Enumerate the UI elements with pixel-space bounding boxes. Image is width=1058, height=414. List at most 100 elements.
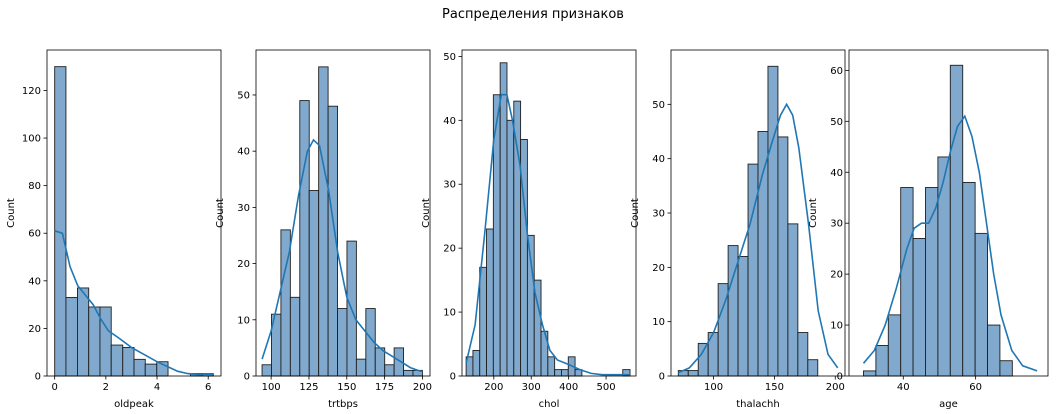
x-tick-label: 300 — [522, 382, 541, 393]
y-tick-label: 40 — [652, 154, 665, 165]
histogram-bar — [499, 62, 508, 377]
x-tick-label: 6 — [205, 382, 211, 393]
histogram-bar — [374, 347, 386, 377]
y-tick-label: 30 — [652, 209, 665, 220]
axes-frame — [255, 49, 431, 377]
y-tick-label: 40 — [28, 276, 41, 287]
histogram-bar — [949, 64, 964, 377]
x-tick-label: 150 — [765, 382, 784, 393]
trtbps-histogram: 100 125 150 175 200 0 10 20 30 40 50 trtbps Count — [215, 49, 432, 410]
x-tick-label: 125 — [299, 382, 318, 393]
y-axis-label: Count — [6, 198, 17, 228]
x-tick-label: 4 — [154, 382, 160, 393]
x-tick-label: 0 — [51, 382, 57, 393]
y-axis-label: Count — [215, 198, 226, 228]
x-axis-label: trtbps — [328, 399, 358, 410]
y-tick-label: 50 — [237, 90, 250, 101]
x-tick-label: 100 — [704, 382, 723, 393]
x-tick-label: 200 — [484, 382, 503, 393]
y-tick-label: 40 — [237, 147, 250, 158]
axes-frame — [46, 49, 222, 377]
y-tick-label: 20 — [28, 324, 41, 335]
age-histogram: 40 60 0 10 20 30 40 50 60 age Count — [808, 49, 1049, 410]
histogram-bar — [54, 66, 67, 377]
figure-title: Распределения признаков — [442, 7, 624, 22]
y-tick-label: 10 — [237, 315, 250, 326]
y-tick-label: 50 — [652, 100, 665, 111]
chol-histogram: 200 300 400 500 0 10 20 30 40 50 chol Count — [421, 49, 637, 410]
y-tick-label: 0 — [659, 372, 665, 383]
histogram-bar — [133, 358, 146, 377]
histogram-bar — [974, 232, 988, 377]
axes-frame — [461, 49, 637, 377]
histogram-bar — [261, 364, 272, 377]
y-tick-label: 60 — [28, 229, 41, 240]
x-tick-label: 60 — [969, 382, 982, 393]
histogram-bar — [384, 364, 395, 377]
histogram-bar — [355, 358, 367, 377]
histogram-bar — [88, 306, 101, 377]
kde-line — [677, 102, 839, 374]
y-tick-label: 0 — [244, 372, 250, 383]
kde-line — [862, 114, 1038, 372]
y-tick-label: 10 — [443, 308, 456, 319]
histogram-bar — [900, 187, 914, 377]
kde-line — [54, 230, 214, 376]
y-tick-label: 20 — [652, 263, 665, 274]
x-tick-label: 2 — [103, 382, 109, 393]
y-tick-label: 80 — [28, 181, 41, 192]
y-tick-label: 50 — [443, 52, 456, 63]
y-tick-label: 30 — [237, 203, 250, 214]
y-tick-label: 10 — [652, 317, 665, 328]
y-axis-label: Count — [808, 198, 819, 228]
histogram-bar — [962, 181, 976, 377]
y-tick-label: 30 — [443, 180, 456, 191]
x-tick-label: 200 — [413, 382, 432, 393]
axes-frame — [848, 49, 1049, 377]
kde-line — [465, 93, 630, 376]
histogram-bar — [308, 190, 320, 377]
y-tick-label: 40 — [830, 168, 843, 179]
histogram-bar — [486, 228, 494, 377]
x-tick-label: 100 — [262, 382, 281, 393]
histogram-bar — [554, 369, 562, 377]
histogram-bar — [863, 370, 877, 377]
histogram-bar — [513, 100, 522, 377]
histogram-bar — [506, 119, 515, 377]
histogram-bar — [76, 287, 90, 377]
x-axis-label: oldpeak — [114, 399, 154, 410]
histogram-bar — [912, 238, 926, 377]
y-tick-label: 20 — [830, 270, 843, 281]
histogram-bar — [122, 346, 135, 377]
histogram-bar — [110, 344, 124, 377]
histogram-bar — [99, 306, 112, 377]
histogram-bar — [299, 100, 310, 377]
histogram-bar — [875, 344, 889, 377]
y-tick-label: 100 — [22, 134, 41, 145]
kde-line — [261, 138, 423, 373]
y-axis-label: Count — [630, 198, 641, 228]
x-tick-label: 500 — [597, 382, 616, 393]
histogram-bar — [697, 342, 709, 377]
histogram-bar — [144, 363, 158, 377]
x-axis-label: chol — [539, 399, 560, 410]
histogram-bar — [757, 131, 769, 377]
histogram-bar — [547, 356, 556, 377]
x-tick-label: 400 — [559, 382, 578, 393]
histogram-bar — [65, 297, 78, 377]
x-tick-label: 200 — [826, 382, 845, 393]
y-tick-label: 20 — [443, 244, 456, 255]
histogram-bar — [777, 136, 789, 377]
histogram-bar — [787, 223, 799, 377]
x-axis-label: age — [939, 399, 958, 410]
y-tick-label: 120 — [22, 86, 41, 97]
x-tick-label: 150 — [337, 382, 356, 393]
histogram-bar — [887, 314, 902, 377]
histogram-bar — [337, 308, 348, 377]
histogram-bar — [999, 360, 1013, 377]
histogram-bar — [797, 332, 809, 377]
histogram-bar — [937, 156, 951, 377]
y-tick-label: 20 — [237, 259, 250, 270]
